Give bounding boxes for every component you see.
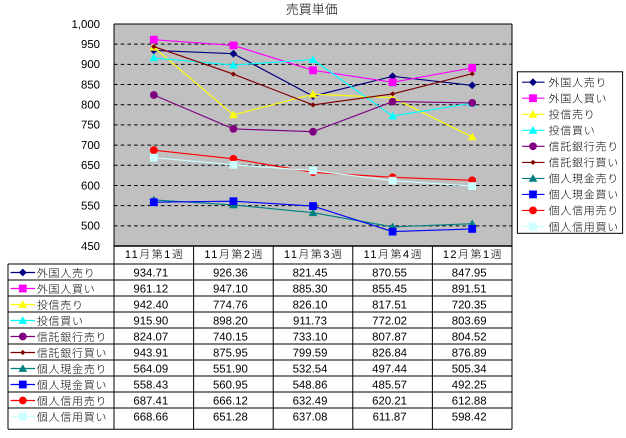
svg-text:687.41: 687.41 [133,393,168,409]
svg-text:885.30: 885.30 [293,281,328,297]
svg-text:826.10: 826.10 [293,297,328,313]
svg-text:875.95: 875.95 [213,345,248,361]
svg-text:投信買い: 投信買い [37,313,84,329]
svg-text:847.95: 847.95 [452,265,487,281]
svg-text:560.95: 560.95 [213,377,248,393]
svg-text:800: 800 [81,97,100,113]
svg-text:926.36: 926.36 [213,265,248,281]
svg-text:700: 700 [81,137,100,153]
svg-text:950: 950 [81,36,100,52]
svg-text:信託銀行売り: 信託銀行売り [549,139,620,155]
svg-text:824.07: 824.07 [133,329,168,345]
svg-text:668.66: 668.66 [133,409,168,425]
svg-text:942.40: 942.40 [133,297,168,313]
svg-text:772.02: 772.02 [372,313,407,329]
svg-text:505.34: 505.34 [452,361,487,377]
svg-text:915.90: 915.90 [133,313,168,329]
svg-text:投信売り: 投信売り [37,297,84,313]
svg-text:信託銀行買い: 信託銀行買い [549,155,620,171]
svg-text:733.10: 733.10 [293,329,328,345]
svg-text:個人現金売り: 個人現金売り [549,171,620,187]
svg-text:598.42: 598.42 [452,409,487,425]
svg-text:826.84: 826.84 [372,345,407,361]
svg-text:492.25: 492.25 [452,377,487,393]
svg-text:外国人売り: 外国人売り [37,265,96,281]
svg-text:632.49: 632.49 [293,393,328,409]
svg-text:12月第1週: 12月第1週 [443,246,503,262]
svg-text:11月第4週: 11月第4週 [364,246,424,262]
svg-text:911.73: 911.73 [293,313,327,329]
svg-text:774.76: 774.76 [213,297,248,313]
svg-text:799.59: 799.59 [293,345,328,361]
svg-text:876.89: 876.89 [452,345,487,361]
svg-text:564.09: 564.09 [133,361,168,377]
svg-text:650: 650 [81,157,100,173]
svg-text:870.55: 870.55 [372,265,407,281]
svg-text:個人信用買い: 個人信用買い [549,219,620,235]
svg-text:450: 450 [81,238,100,254]
svg-text:855.45: 855.45 [372,281,407,297]
svg-text:666.12: 666.12 [213,393,248,409]
svg-text:898.20: 898.20 [213,313,248,329]
svg-text:外国人買い: 外国人買い [549,91,608,107]
svg-text:943.91: 943.91 [133,345,168,361]
svg-text:551.90: 551.90 [213,361,248,377]
svg-text:個人信用売り: 個人信用売り [549,203,620,219]
svg-text:11月第2週: 11月第2週 [204,246,264,262]
svg-text:個人現金買い: 個人現金買い [549,187,620,203]
svg-text:947.10: 947.10 [213,281,248,297]
svg-text:740.15: 740.15 [213,329,248,345]
svg-text:817.51: 817.51 [372,297,407,313]
svg-text:803.69: 803.69 [452,313,487,329]
svg-text:558.43: 558.43 [133,377,168,393]
svg-text:個人信用売り: 個人信用売り [37,393,108,409]
svg-text:投信買い: 投信買い [549,123,596,139]
svg-text:1,000: 1,000 [71,16,100,32]
svg-text:891.51: 891.51 [452,281,487,297]
svg-text:投信売り: 投信売り [549,107,596,123]
svg-text:信託銀行買い: 信託銀行買い [37,345,108,361]
svg-text:720.35: 720.35 [452,297,487,313]
svg-text:個人現金売り: 個人現金売り [37,361,108,377]
svg-text:807.87: 807.87 [372,329,407,345]
svg-text:532.54: 532.54 [293,361,328,377]
svg-text:612.88: 612.88 [452,393,487,409]
svg-text:550: 550 [81,197,100,213]
svg-text:497.44: 497.44 [372,361,407,377]
svg-text:637.08: 637.08 [293,409,328,425]
svg-text:900: 900 [81,56,100,72]
svg-text:信託銀行売り: 信託銀行売り [37,329,108,345]
svg-text:11月第3週: 11月第3週 [284,246,344,262]
svg-text:500: 500 [81,218,100,234]
svg-text:548.86: 548.86 [293,377,328,393]
svg-text:611.87: 611.87 [373,409,407,425]
svg-text:個人現金買い: 個人現金買い [37,377,108,393]
svg-text:961.12: 961.12 [133,281,168,297]
svg-text:934.71: 934.71 [133,265,168,281]
svg-text:600: 600 [81,177,100,193]
svg-text:850: 850 [81,76,100,92]
svg-text:外国人売り: 外国人売り [549,75,608,91]
svg-text:620.21: 620.21 [372,393,407,409]
svg-text:外国人買い: 外国人買い [37,281,96,297]
svg-text:804.52: 804.52 [452,329,487,345]
svg-text:11月第1週: 11月第1週 [125,246,185,262]
svg-text:750: 750 [81,117,100,133]
svg-text:821.45: 821.45 [293,265,328,281]
svg-text:売買単価: 売買単価 [286,0,338,18]
svg-text:485.57: 485.57 [372,377,407,393]
svg-text:651.28: 651.28 [213,409,248,425]
svg-text:個人信用買い: 個人信用買い [37,409,108,425]
